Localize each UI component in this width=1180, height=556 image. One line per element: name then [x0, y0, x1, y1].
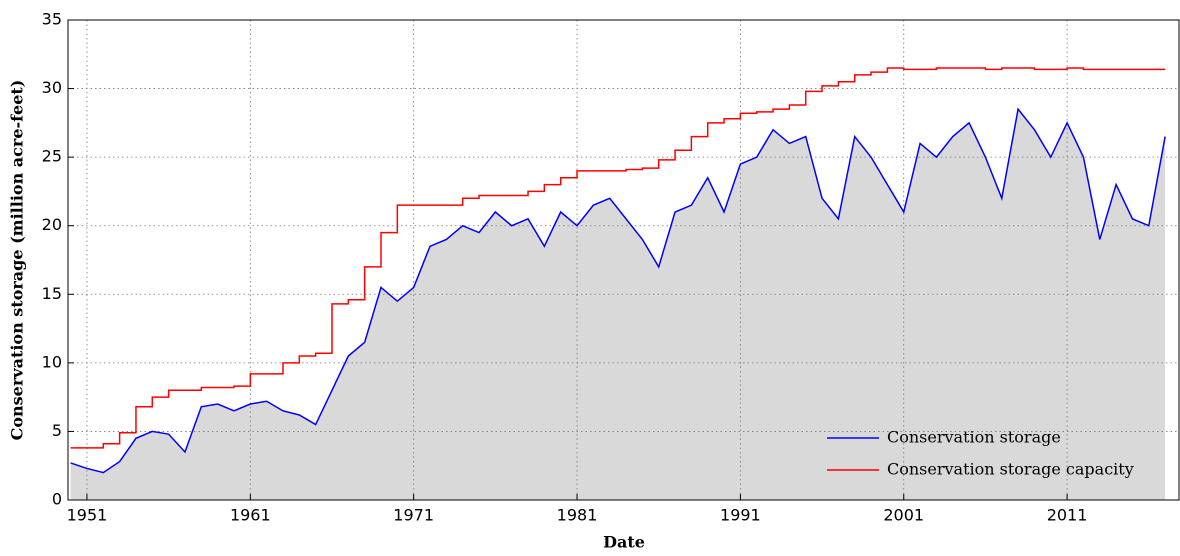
area	[70, 109, 1166, 501]
x-tick-label: 1991	[720, 506, 761, 525]
y-tick-label: 30	[42, 78, 62, 97]
plot-frame	[67, 19, 1180, 501]
y-axis-label: Conservation storage (million acre-feet)	[8, 80, 27, 441]
x-tick-label: 1961	[230, 506, 271, 525]
y-tick-label: 15	[42, 284, 62, 303]
x-tick-label: 2001	[883, 506, 924, 525]
line	[70, 67, 1166, 449]
x-tick-label: 2011	[1047, 506, 1088, 525]
legend-label: Conservation storage capacity	[887, 460, 1134, 479]
y-tick-label: 5	[52, 421, 62, 440]
x-tick-label: 1981	[557, 506, 598, 525]
legend-label: Conservation storage	[887, 428, 1061, 447]
y-tick-label: 0	[52, 490, 62, 509]
y-tick-label: 35	[42, 10, 62, 29]
x-tick-label: 1951	[67, 506, 108, 525]
y-tick-label: 25	[42, 147, 62, 166]
x-tick-label: 1971	[393, 506, 434, 525]
line	[70, 107, 1166, 474]
x-axis-label: Date	[603, 533, 645, 552]
y-tick-label: 10	[42, 352, 62, 371]
y-tick-label: 20	[42, 215, 62, 234]
